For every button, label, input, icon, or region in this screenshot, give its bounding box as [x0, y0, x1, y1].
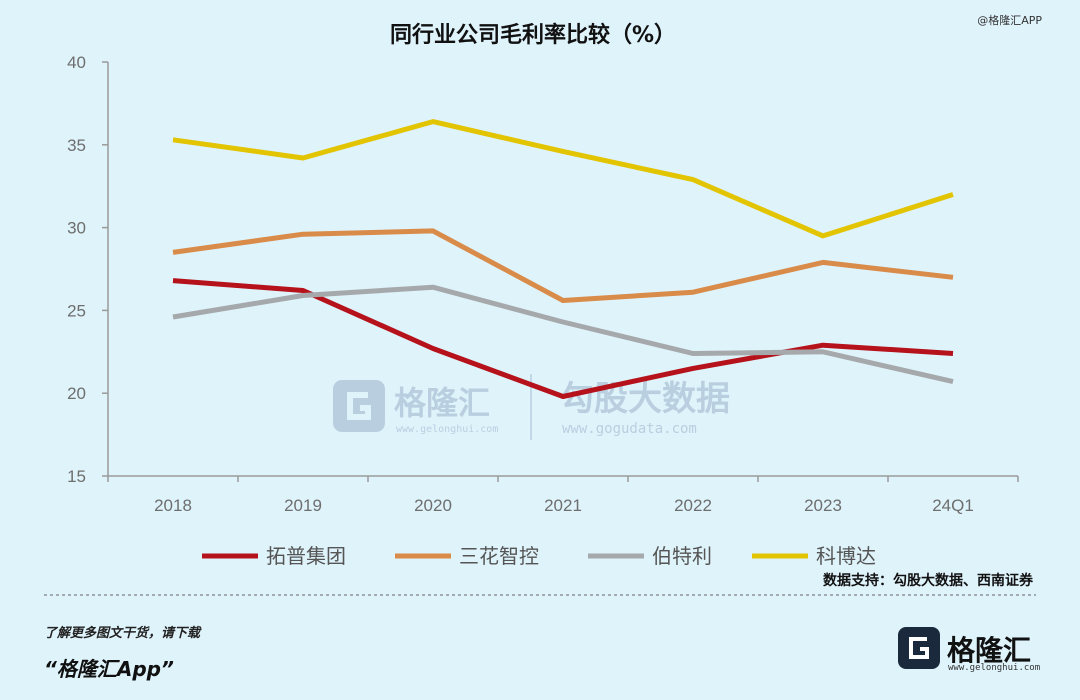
x-tick-label: 24Q1: [932, 496, 974, 515]
y-tick-label: 20: [67, 384, 86, 403]
footer-logo-name: 格隆汇: [947, 634, 1031, 667]
y-tick-label: 15: [67, 467, 86, 486]
series-line-2: [172, 228, 954, 303]
x-tick-label: 2019: [284, 496, 322, 515]
legend-label-4: 科博达: [816, 544, 876, 568]
y-tick-label: 40: [67, 53, 86, 72]
y-axis-ticks: 15 20 25 30 35 40: [67, 53, 108, 486]
watermark: 格隆汇 www.gelonghui.com 勾股大数据 www.gogudata…: [333, 374, 730, 440]
legend-label-2: 三花智控: [459, 544, 539, 568]
chart-title: 同行业公司毛利率比较（%）: [390, 22, 676, 48]
x-tick-label: 2018: [154, 496, 192, 515]
x-tick-label: 2020: [414, 496, 452, 515]
legend: 拓普集团 三花智控 伯特利 科博达: [202, 544, 876, 568]
x-axis-ticks: 2018 2019 2020 2021 2022 2023 24Q1: [107, 476, 1019, 515]
watermark-left-name: 格隆汇: [394, 384, 490, 422]
footer-logo-url: www.gelonghui.com: [948, 663, 1040, 673]
watermark-left-url: www.gelonghui.com: [396, 424, 498, 435]
y-tick-label: 25: [67, 301, 86, 320]
series-line-1: [172, 278, 954, 399]
legend-label-1: 拓普集团: [266, 544, 346, 568]
gelonghui-logo-icon: [898, 627, 940, 669]
series-lines: [172, 119, 954, 399]
app-tag: @格隆汇APP: [977, 13, 1042, 27]
y-tick-label: 30: [67, 219, 86, 238]
series-line-3: [172, 284, 954, 385]
y-tick-label: 35: [67, 136, 86, 155]
watermark-right-url: www.gogudata.com: [562, 421, 697, 437]
x-tick-label: 2022: [674, 496, 712, 515]
x-tick-label: 2023: [804, 496, 842, 515]
gelonghui-watermark-logo-icon: [333, 380, 385, 432]
legend-label-3: 伯特利: [652, 544, 712, 568]
footer-tagline: 了解更多图文干货，请下载: [44, 625, 202, 641]
footer-app-name: “格隆汇App”: [44, 657, 174, 681]
series-line-4: [172, 119, 954, 239]
axes: [107, 62, 1018, 477]
x-tick-label: 2021: [544, 496, 582, 515]
source-note: 数据支持：勾股大数据、西南证券: [823, 572, 1034, 589]
watermark-right-name: 勾股大数据: [560, 379, 730, 419]
